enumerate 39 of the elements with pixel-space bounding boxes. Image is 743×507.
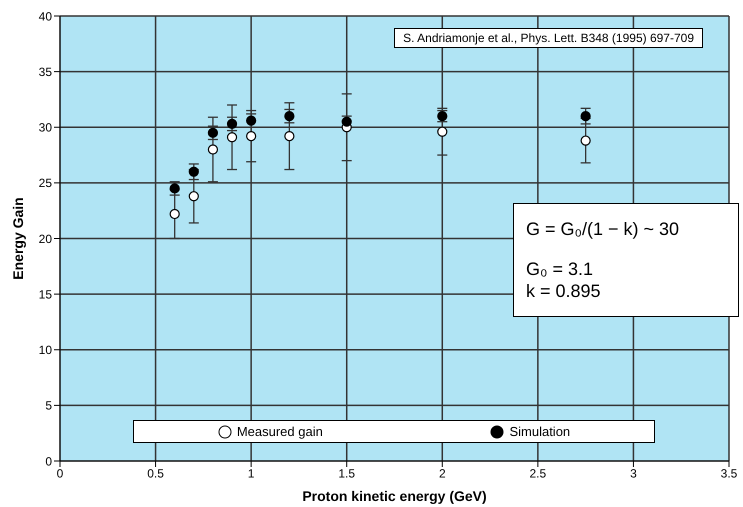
point: [246, 131, 256, 142]
point: [188, 191, 199, 202]
y-tick-label: 25: [38, 176, 52, 190]
y-axis-title: Energy Gain: [10, 197, 26, 280]
point: [284, 111, 294, 122]
legend-label: Measured gain: [236, 424, 323, 439]
point: [208, 144, 218, 155]
y-tick-label: 30: [38, 120, 52, 135]
annotation: k = 0.895: [526, 280, 602, 302]
x-tick-label: 3: [630, 466, 638, 481]
y-tick-label: 35: [38, 64, 52, 79]
x-tick-label: 1.5: [338, 466, 356, 481]
point: [208, 128, 218, 138]
point: [188, 166, 199, 177]
x-axis-title: Proton kinetic energy (GeV): [302, 488, 487, 504]
annotation: G = G₀/(1 − k) ~ 30: [526, 218, 680, 240]
annotation: G₀ = 3.1: [526, 258, 594, 280]
point: [342, 116, 352, 127]
point: [170, 208, 180, 220]
point: [437, 126, 448, 137]
point: [284, 131, 294, 142]
y-tick-label: 5: [45, 398, 52, 413]
x-tick-label: 0: [56, 466, 64, 481]
y-tick-label: 10: [38, 343, 52, 358]
x-tick-label: 0.5: [147, 466, 164, 481]
y-tick-label: 15: [38, 287, 52, 302]
point: [580, 111, 591, 122]
formula-box: G = G₀/(1 − k) ~ 30 G₀ = 3.1 k = 0.895: [513, 203, 739, 317]
point: [580, 135, 591, 146]
point: [226, 132, 238, 142]
y-tick-label: 40: [38, 9, 52, 24]
y-tick-label: 20: [38, 232, 52, 246]
x-tick-label: 3.5: [720, 466, 738, 481]
x-tick-label: 1: [248, 466, 255, 481]
y-tick-label: 0: [45, 454, 52, 468]
legend-label: Simulation: [508, 424, 570, 439]
x-tick-label: 2.5: [530, 466, 547, 481]
citation-box: S. Andriamonje et al., Phys. Lett. B348 (1995) 697-709: [394, 28, 703, 48]
x-tick-label: 2: [438, 466, 446, 481]
